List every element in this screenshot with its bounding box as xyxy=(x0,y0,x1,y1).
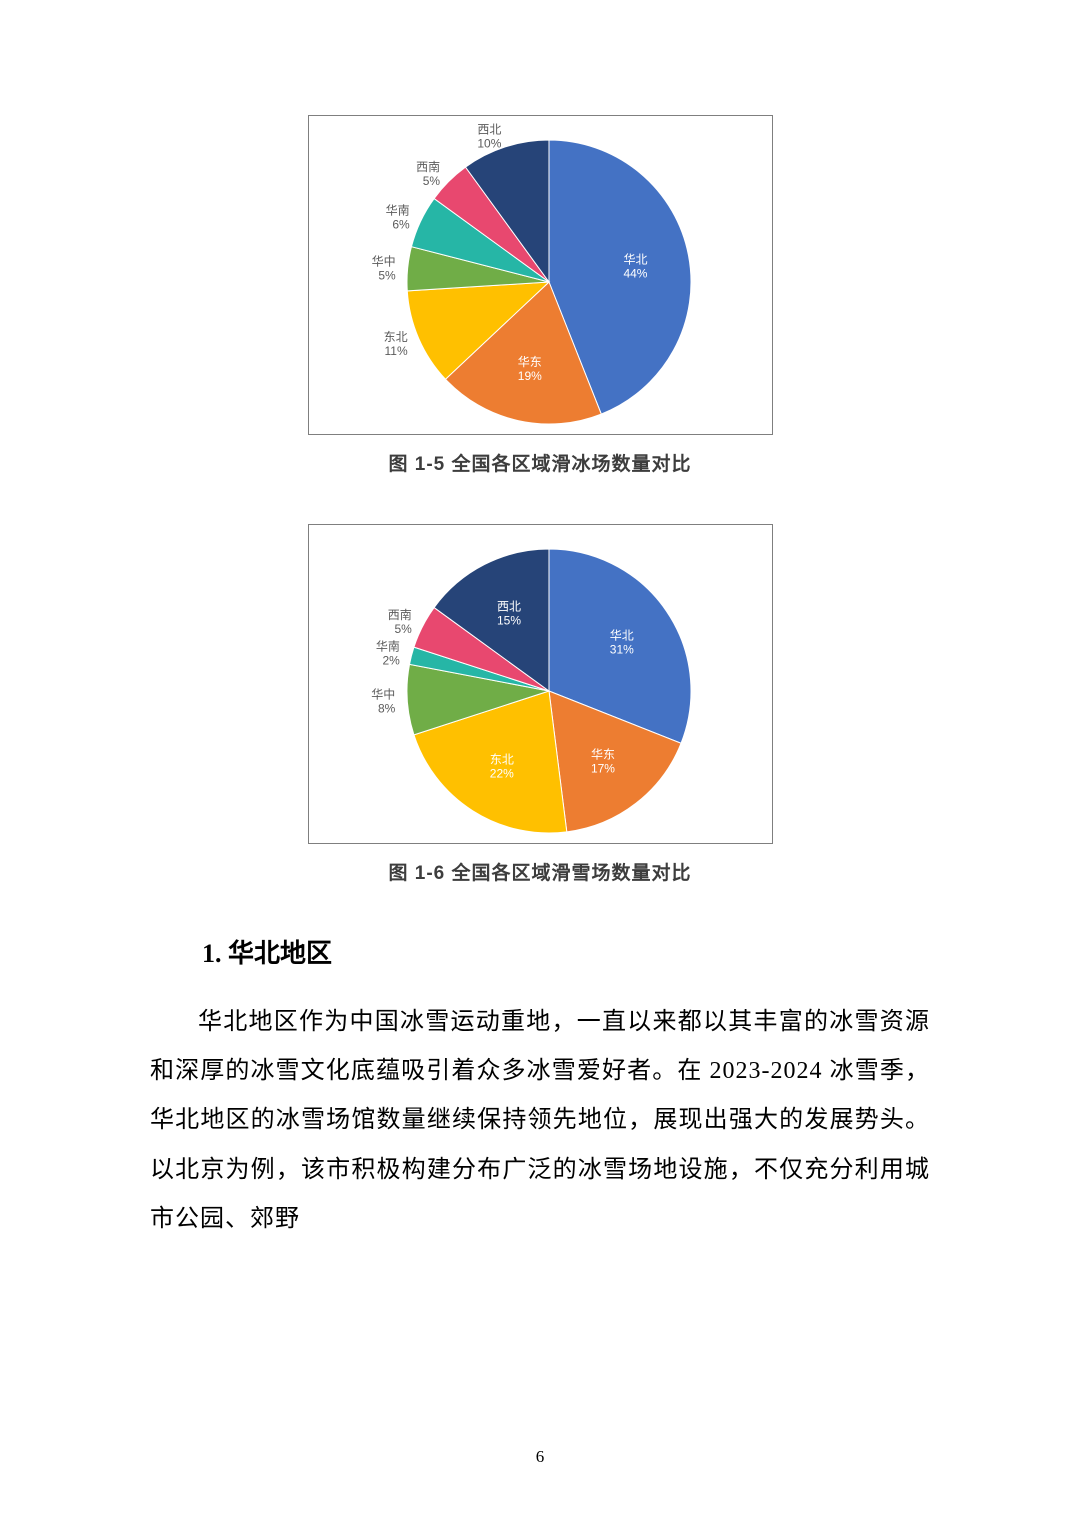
slice-pct-华东: 19% xyxy=(517,369,541,383)
slice-label-华南: 华南 xyxy=(375,639,399,654)
slice-label-东北: 东北 xyxy=(489,752,513,766)
slice-pct-西南: 5% xyxy=(422,174,440,188)
section-number: 1. xyxy=(202,939,222,968)
slice-label-西北: 西北 xyxy=(497,600,521,614)
slice-pct-华北: 31% xyxy=(609,643,633,657)
section-heading: 1. 华北地区 xyxy=(150,933,930,970)
slice-label-华中: 华中 xyxy=(371,254,395,269)
slice-pct-华中: 8% xyxy=(377,702,395,716)
slice-label-西北: 西北 xyxy=(477,123,501,137)
slice-pct-华北: 44% xyxy=(623,267,647,281)
slice-label-华北: 华北 xyxy=(609,629,633,643)
slice-label-西南: 西南 xyxy=(416,159,440,174)
page-number: 6 xyxy=(0,1447,1080,1467)
slice-pct-东北: 11% xyxy=(384,344,407,358)
slice-label-东北: 东北 xyxy=(383,330,407,344)
caption-chart1: 图 1-5 全国各区域滑冰场数量对比 xyxy=(150,449,930,476)
slice-pct-西南: 5% xyxy=(394,622,412,636)
slice-pct-西北: 15% xyxy=(497,614,521,628)
slice-pct-华东: 17% xyxy=(590,762,614,776)
slice-label-华中: 华中 xyxy=(371,687,395,702)
slice-label-华东: 华东 xyxy=(517,355,541,369)
slice-pct-西北: 10% xyxy=(477,137,501,151)
pie-chart-skating: 华北44%华东19%东北11%华中5%华南6%西南5%西北10% xyxy=(308,115,773,435)
slice-label-华东: 华东 xyxy=(590,748,614,762)
caption-chart2: 图 1-6 全国各区域滑雪场数量对比 xyxy=(150,858,930,885)
section-title-text: 华北地区 xyxy=(228,939,332,968)
slice-pct-东北: 22% xyxy=(489,766,513,780)
slice-pct-华南: 2% xyxy=(382,654,400,668)
slice-pct-华南: 6% xyxy=(392,217,410,231)
pie-chart-skiing: 华北31% 华东17% 东北22% 华中8% 华南2% 西南5% 西北15% xyxy=(308,524,773,844)
body-paragraph: 华北地区作为中国冰雪运动重地，一直以来都以其丰富的冰雪资源和深厚的冰雪文化底蕴吸… xyxy=(150,998,930,1244)
slice-pct-华中: 5% xyxy=(378,269,396,283)
slice-label-西南: 西南 xyxy=(387,607,411,622)
slice-label-华南: 华南 xyxy=(385,202,409,217)
slice-label-华北: 华北 xyxy=(623,253,647,267)
